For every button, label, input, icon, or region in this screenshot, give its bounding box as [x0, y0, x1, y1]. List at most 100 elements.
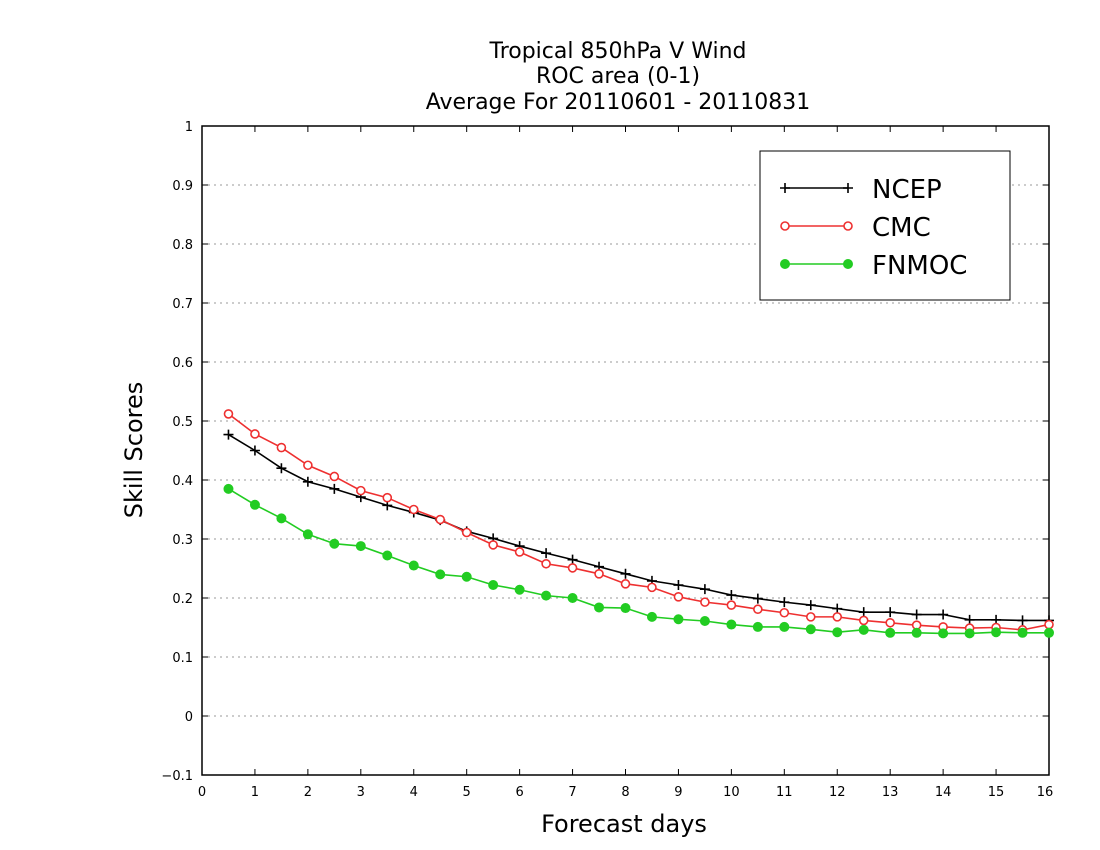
data-point-ncep	[964, 614, 975, 625]
data-point-fnmoc	[223, 483, 234, 494]
data-point-fnmoc	[991, 627, 1002, 638]
data-point-ncep	[779, 597, 790, 608]
x-tick-label: 5	[463, 785, 471, 800]
data-point-cmc	[435, 514, 446, 525]
series-line-fnmoc	[228, 488, 1049, 635]
data-point-cmc	[461, 527, 472, 538]
data-point-fnmoc	[726, 619, 737, 630]
y-tick-label: 1	[185, 120, 193, 135]
data-point-cmc	[673, 592, 684, 602]
data-point-cmc	[805, 612, 816, 622]
data-point-fnmoc	[408, 560, 419, 571]
data-point-ncep	[276, 463, 287, 474]
data-point-fnmoc	[646, 611, 657, 622]
data-point-fnmoc	[805, 624, 816, 635]
x-tick-label: 14	[935, 785, 952, 800]
data-point-cmc	[303, 460, 313, 471]
chart-title-line-1: Tropical 850hPa V Wind	[488, 39, 746, 64]
data-point-ncep	[726, 590, 737, 601]
x-tick-label: 13	[882, 785, 899, 800]
data-point-ncep	[302, 476, 313, 487]
data-point-fnmoc	[329, 538, 340, 549]
legend-label-ncep: NCEP	[872, 175, 942, 205]
data-point-cmc	[223, 409, 234, 419]
data-point-ncep	[329, 483, 340, 494]
legend: NCEP CMC FNMOC	[759, 150, 1011, 301]
data-point-fnmoc	[938, 628, 949, 639]
data-point-fnmoc	[779, 621, 790, 632]
data-point-ncep	[938, 609, 949, 620]
data-point-fnmoc	[567, 593, 578, 603]
data-point-ncep	[249, 445, 260, 456]
chart-title: Tropical 850hPa V Wind ROC area (0-1) Av…	[426, 39, 811, 115]
legend-label-fnmoc: FNMOC	[872, 251, 967, 281]
x-tick-label: 11	[776, 785, 793, 800]
y-tick-label: 0.5	[172, 415, 193, 430]
data-point-fnmoc	[488, 580, 499, 591]
data-series	[223, 409, 1054, 639]
x-tick-label: 3	[357, 785, 365, 800]
data-point-cmc	[726, 600, 737, 610]
data-point-cmc	[488, 540, 498, 550]
legend-marker-cmc	[843, 221, 853, 231]
chart-title-line-2: ROC area (0-1)	[536, 64, 700, 89]
x-tick-label: 8	[621, 785, 629, 800]
series-cmc	[223, 409, 1054, 635]
series-ncep	[223, 429, 1054, 626]
data-point-fnmoc	[514, 584, 525, 595]
data-point-fnmoc	[1017, 627, 1028, 638]
data-point-fnmoc	[435, 569, 446, 580]
legend-marker-fnmoc	[843, 259, 853, 269]
data-point-cmc	[276, 442, 287, 453]
data-point-cmc	[620, 579, 631, 589]
series-line-cmc	[227, 413, 1050, 631]
y-axis-label: Skill Scores	[120, 382, 148, 519]
x-axis-label: Forecast days	[541, 810, 707, 838]
data-point-cmc	[594, 569, 604, 579]
data-point-ncep	[673, 580, 684, 591]
data-point-fnmoc	[355, 541, 366, 552]
legend-marker-cmc	[780, 221, 790, 231]
data-point-cmc	[700, 597, 710, 607]
x-tick-label: 6	[515, 785, 523, 800]
y-tick-label: 0.3	[172, 533, 193, 548]
data-point-cmc	[832, 612, 843, 622]
data-point-fnmoc	[911, 627, 922, 638]
data-point-fnmoc	[832, 627, 843, 638]
y-axis-ticks: −0.1 0 0.1 0.2 0.3 0.4 0.5 0.6 0.7 0.8 0.9 1	[161, 120, 1049, 784]
data-point-cmc	[356, 485, 366, 496]
series-line-ncep	[228, 433, 1049, 622]
x-tick-label: 7	[568, 785, 576, 800]
series-fnmoc	[223, 483, 1054, 639]
y-tick-label: 0.9	[172, 179, 193, 194]
data-point-fnmoc	[673, 614, 684, 625]
y-tick-label: 0.7	[172, 297, 193, 312]
data-point-cmc	[1044, 619, 1054, 630]
data-point-cmc	[753, 604, 763, 615]
data-point-cmc	[567, 563, 578, 573]
data-point-fnmoc	[249, 499, 260, 510]
y-tick-label: 0	[185, 710, 193, 725]
data-point-ncep	[805, 600, 816, 611]
x-tick-label: 0	[198, 785, 206, 800]
x-axis-ticks: 0 1 2 3 4 5 6 7 8 9 10 11 12 13 14 15 16	[198, 126, 1053, 800]
x-tick-label: 10	[723, 785, 740, 800]
data-point-fnmoc	[964, 628, 975, 639]
data-point-cmc	[250, 429, 260, 439]
data-point-fnmoc	[752, 621, 763, 632]
x-tick-label: 1	[251, 785, 259, 800]
legend-label-cmc: CMC	[872, 213, 931, 243]
data-point-cmc	[329, 471, 340, 482]
data-point-cmc	[885, 617, 895, 628]
y-tick-label: 0.6	[172, 356, 193, 371]
data-point-ncep	[752, 593, 763, 604]
x-tick-label: 2	[304, 785, 312, 800]
x-tick-label: 4	[410, 785, 418, 800]
data-point-fnmoc	[885, 627, 896, 638]
data-point-cmc	[408, 504, 419, 515]
data-point-cmc	[779, 607, 790, 618]
x-tick-label: 15	[988, 785, 1005, 800]
data-point-ncep	[1017, 615, 1028, 626]
x-tick-label: 9	[674, 785, 682, 800]
